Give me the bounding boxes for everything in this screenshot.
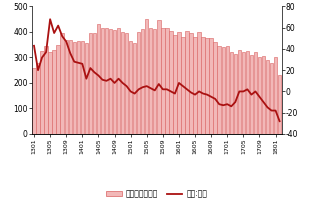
Bar	[173, 35, 177, 134]
Bar	[258, 57, 261, 134]
Bar	[274, 57, 277, 134]
Bar	[113, 30, 116, 134]
Bar	[109, 29, 112, 134]
Bar	[185, 31, 189, 134]
Bar	[201, 37, 205, 134]
Bar	[81, 41, 84, 134]
Bar	[52, 50, 56, 134]
Bar	[205, 38, 209, 134]
Bar	[153, 29, 156, 134]
Bar	[48, 52, 52, 134]
Bar	[161, 28, 164, 134]
Bar	[209, 38, 213, 134]
Bar	[68, 40, 72, 134]
Bar	[129, 41, 132, 134]
Bar	[93, 33, 96, 134]
Bar	[133, 43, 136, 134]
Bar	[145, 19, 148, 134]
Bar	[193, 37, 197, 134]
Bar	[105, 28, 108, 134]
Bar	[121, 32, 124, 134]
Bar	[181, 37, 185, 134]
Bar	[32, 68, 36, 134]
Bar	[60, 33, 64, 134]
Bar	[40, 51, 44, 134]
Bar	[44, 46, 48, 134]
Bar	[141, 29, 144, 134]
Bar	[229, 52, 233, 134]
Bar	[254, 52, 257, 134]
Bar	[89, 33, 92, 134]
Bar	[157, 21, 161, 134]
Bar	[270, 63, 273, 134]
Bar	[165, 28, 169, 134]
Bar	[250, 55, 253, 134]
Bar	[262, 56, 265, 134]
Bar	[84, 43, 88, 134]
Bar	[234, 54, 237, 134]
Bar	[238, 50, 241, 134]
Bar	[101, 28, 104, 134]
Bar	[177, 32, 181, 134]
Bar	[218, 46, 221, 134]
Bar	[242, 52, 245, 134]
Bar	[56, 45, 60, 134]
Bar	[137, 32, 140, 134]
Bar	[76, 41, 80, 134]
Bar	[197, 32, 201, 134]
Bar	[117, 28, 120, 134]
Bar	[266, 60, 269, 134]
Bar	[97, 24, 100, 134]
Bar	[221, 47, 225, 134]
Bar	[189, 33, 193, 134]
Bar	[149, 28, 152, 134]
Bar	[125, 33, 128, 134]
Legend: 库存量（万台）, 库存:同比: 库存量（万台）, 库存:同比	[103, 186, 210, 201]
Bar	[278, 75, 281, 134]
Bar	[246, 51, 249, 134]
Bar	[65, 40, 68, 134]
Bar	[36, 63, 40, 134]
Bar	[73, 42, 76, 134]
Bar	[169, 31, 172, 134]
Bar	[213, 42, 217, 134]
Bar	[226, 46, 229, 134]
